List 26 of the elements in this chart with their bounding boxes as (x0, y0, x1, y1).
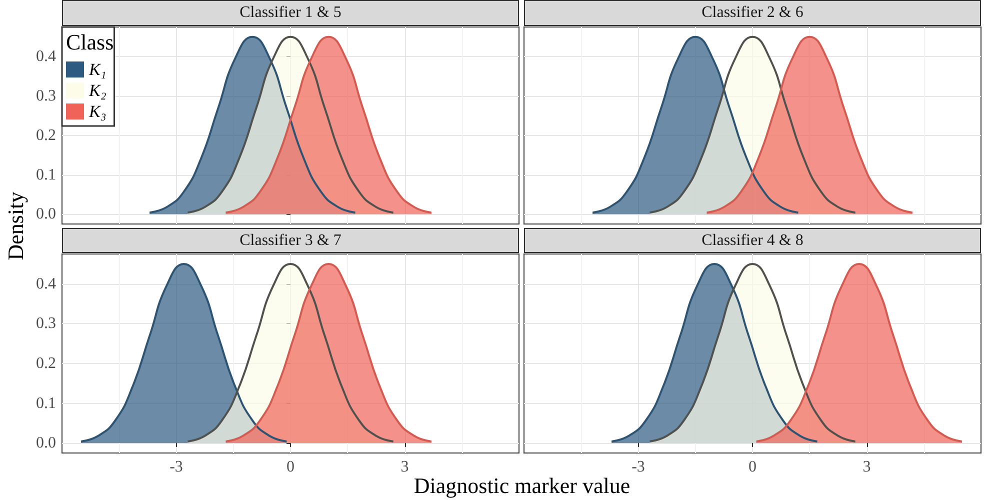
x-tick-label: 0 (748, 458, 756, 476)
legend-label: K₂ (88, 81, 106, 100)
x-axis-title: Diagnostic marker value (414, 473, 630, 499)
x-tick-label: -3 (170, 458, 183, 476)
x-tick-label: -3 (632, 458, 645, 476)
y-axis-title: Density (3, 192, 29, 260)
y-tick-label: 0.1 (36, 166, 56, 184)
y-tick-label: 0.3 (36, 87, 56, 104)
chart-title: Classifier 2 & 6 (524, 0, 981, 26)
x-tick-label: 3 (862, 458, 871, 476)
chart-title: Classifier 1 & 5 (62, 0, 519, 26)
y-tick-label: 0.2 (36, 354, 56, 372)
legend-label: K₁ (88, 60, 106, 79)
x-tick-label: 3 (400, 458, 409, 476)
legend-title: Class (66, 30, 114, 54)
x-tick-label: 0 (286, 458, 294, 476)
y-tick-label: 0.4 (36, 275, 56, 292)
legend-label: K₃ (88, 102, 106, 121)
y-tick-label: 0.4 (36, 48, 56, 66)
chart-title: Classifier 3 & 7 (62, 228, 519, 253)
y-tick-label: 0.0 (36, 206, 56, 223)
y-tick-label: 0.3 (36, 315, 56, 332)
chart-title: Classifier 4 & 8 (524, 228, 981, 253)
y-tick-label: 0.1 (36, 394, 56, 412)
y-tick-label: 0.2 (36, 126, 56, 144)
y-tick-label: 0.0 (36, 434, 56, 452)
